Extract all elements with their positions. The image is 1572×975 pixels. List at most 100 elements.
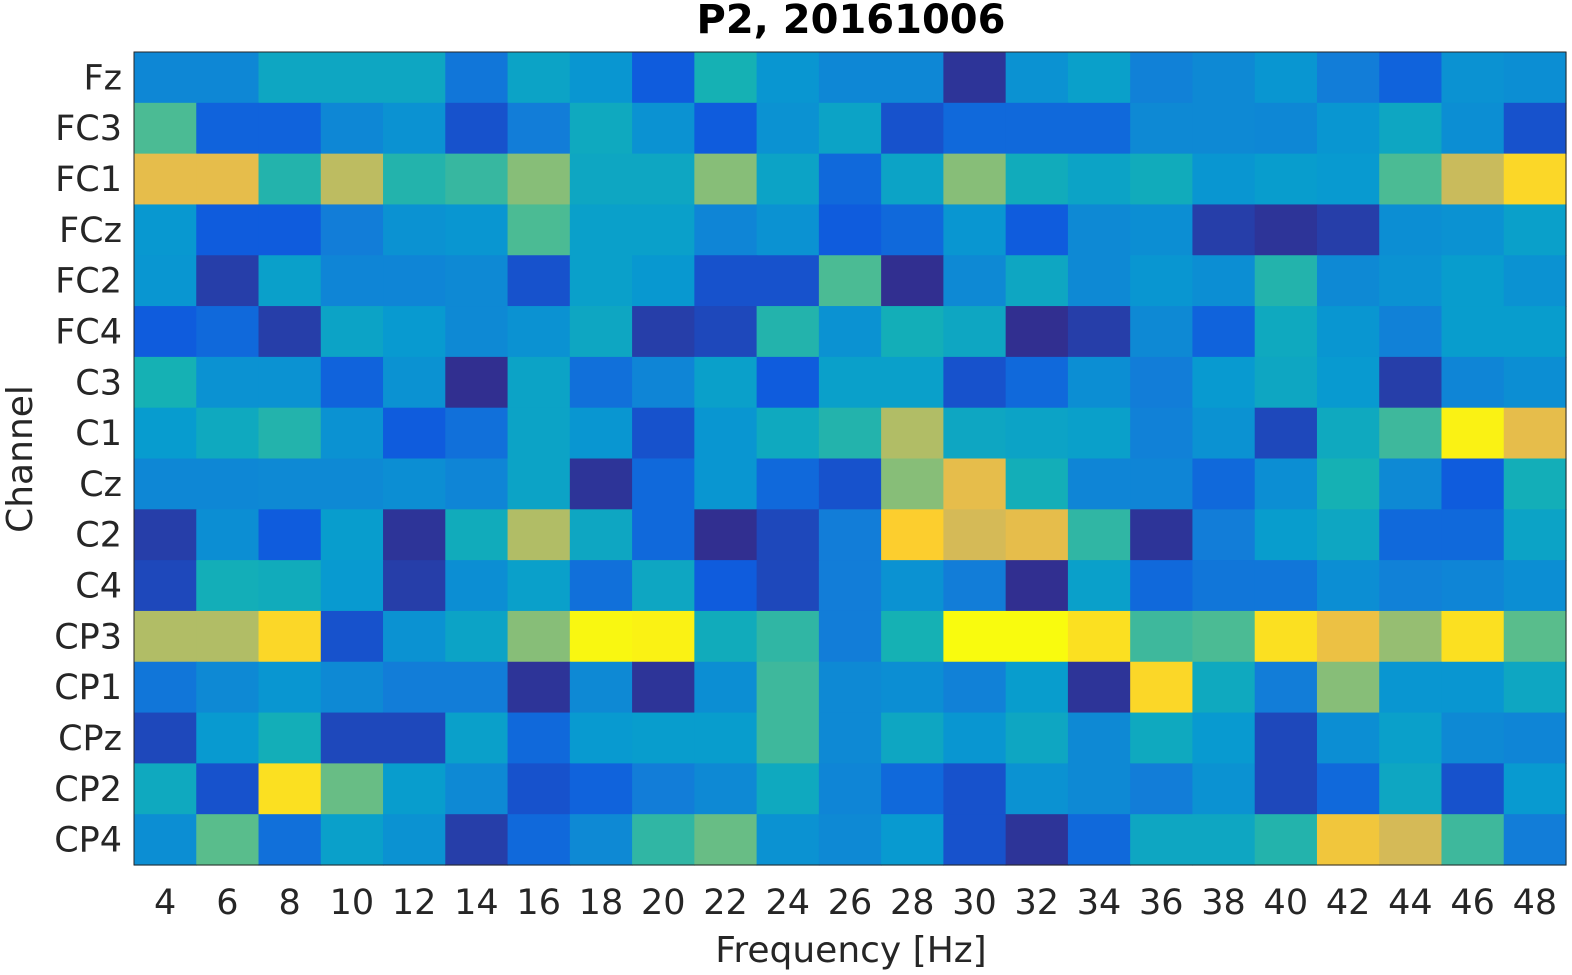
- heatmap-cell-CP1-22: [694, 661, 758, 714]
- x-tick-42: 42: [1326, 883, 1371, 923]
- x-tick-10: 10: [330, 883, 375, 923]
- heatmap-cell-C1-10: [320, 407, 384, 460]
- heatmap-cell-CP3-22: [694, 610, 758, 663]
- heatmap-cell-CP1-6: [196, 661, 260, 714]
- heatmap-cell-FC3-48: [1503, 102, 1567, 155]
- heatmap-cell-CP2-10: [320, 763, 384, 815]
- heatmap-cell-CP1-24: [756, 661, 820, 714]
- heatmap-cell-CP4-40: [1254, 814, 1318, 866]
- heatmap-cell-C2-40: [1254, 509, 1318, 561]
- heatmap-cell-C4-36: [1130, 560, 1194, 612]
- heatmap-cell-FC4-14: [445, 306, 509, 358]
- heatmap-cell-CP3-30: [943, 610, 1007, 663]
- heatmap-cell-CP3-20: [632, 610, 695, 663]
- heatmap-cell-C3-20: [632, 356, 695, 409]
- heatmap-cell-FC4-10: [320, 306, 384, 358]
- y-tick-C4: C4: [75, 567, 122, 607]
- heatmap-cell-FC1-8: [258, 153, 322, 206]
- heatmap-cell-C1-8: [258, 407, 322, 460]
- y-tick-CP3: CP3: [54, 617, 122, 657]
- heatmap-cell-FC1-44: [1379, 153, 1443, 206]
- heatmap-cell-Cz-46: [1441, 458, 1505, 510]
- heatmap-cell-FC1-34: [1067, 153, 1131, 206]
- heatmap-cell-CPz-34: [1067, 712, 1131, 764]
- heatmap-cell-FC4-34: [1067, 306, 1131, 358]
- heatmap-cell-CP1-36: [1130, 661, 1194, 714]
- heatmap-cell-Cz-16: [507, 458, 571, 510]
- heatmap-cell-FC1-10: [320, 153, 384, 206]
- heatmap-cell-FC3-44: [1379, 102, 1443, 155]
- heatmap-cell-CP4-30: [943, 814, 1007, 866]
- heatmap-cell-C2-4: [134, 509, 197, 561]
- heatmap-cell-Cz-42: [1316, 458, 1380, 510]
- heatmap-cell-FC4-48: [1503, 306, 1567, 358]
- x-tick-6: 6: [216, 883, 238, 923]
- heatmap-cell-CP3-16: [507, 610, 571, 663]
- heatmap-cell-C3-46: [1441, 356, 1505, 409]
- heatmap-cell-FCz-4: [134, 204, 197, 256]
- heatmap-cell-C3-48: [1503, 356, 1567, 409]
- y-tick-FC4: FC4: [55, 312, 122, 352]
- heatmap-cell-FC1-24: [756, 153, 820, 206]
- heatmap-cell-Fz-24: [756, 52, 820, 104]
- heatmap-cell-FC4-16: [507, 306, 571, 358]
- heatmap-cell-Fz-38: [1192, 52, 1256, 104]
- heatmap-cell-C3-22: [694, 356, 758, 409]
- heatmap-cell-CP2-40: [1254, 763, 1318, 815]
- heatmap-cell-CP4-28: [881, 814, 944, 866]
- heatmap-cell-CP2-20: [632, 763, 695, 815]
- heatmap-cell-C2-34: [1067, 509, 1131, 561]
- heatmap-cell-FCz-8: [258, 204, 322, 256]
- heatmap-cell-FC4-46: [1441, 306, 1505, 358]
- heatmap-cell-C2-18: [569, 509, 633, 561]
- heatmap-cell-FCz-22: [694, 204, 758, 256]
- heatmap-cell-Fz-6: [196, 52, 260, 104]
- heatmap-cell-C3-18: [569, 356, 633, 409]
- heatmap-cell-C1-28: [881, 407, 944, 460]
- heatmap-cell-CPz-14: [445, 712, 509, 764]
- heatmap-cell-FC1-40: [1254, 153, 1318, 206]
- heatmap-cell-Cz-22: [694, 458, 758, 510]
- heatmap-cell-C4-30: [943, 560, 1007, 612]
- heatmap-cell-C4-24: [756, 560, 820, 612]
- heatmap-cell-C3-36: [1130, 356, 1194, 409]
- heatmap-cell-FC4-18: [569, 306, 633, 358]
- y-tick-C3: C3: [75, 363, 122, 403]
- heatmap-cell-FC3-12: [383, 102, 446, 155]
- y-tick-Cz: Cz: [79, 465, 122, 505]
- y-tick-CPz: CPz: [58, 719, 122, 759]
- heatmap-cell-CP4-38: [1192, 814, 1256, 866]
- heatmap-cell-CP4-6: [196, 814, 260, 866]
- heatmap-cell-FC3-26: [818, 102, 882, 155]
- x-tick-38: 38: [1201, 883, 1246, 923]
- heatmap-cell-CP3-46: [1441, 610, 1505, 663]
- heatmap-cell-C3-24: [756, 356, 820, 409]
- heatmap-cell-FC3-32: [1005, 102, 1069, 155]
- heatmap-cell-C3-12: [383, 356, 446, 409]
- x-tick-18: 18: [579, 883, 624, 923]
- heatmap-cell-FC4-26: [818, 306, 882, 358]
- heatmap-cell-C4-14: [445, 560, 509, 612]
- heatmap-cell-Cz-28: [881, 458, 944, 510]
- heatmap-cell-FC1-32: [1005, 153, 1069, 206]
- x-tick-26: 26: [828, 883, 873, 923]
- heatmap-cell-CP1-40: [1254, 661, 1318, 714]
- heatmap-cell-C4-44: [1379, 560, 1443, 612]
- heatmap-cell-CP3-26: [818, 610, 882, 663]
- heatmap-cell-CP4-46: [1441, 814, 1505, 866]
- heatmap-cell-C3-4: [134, 356, 197, 409]
- heatmap-cell-C4-46: [1441, 560, 1505, 612]
- heatmap-cell-FC2-30: [943, 255, 1007, 307]
- heatmap-cell-FC4-24: [756, 306, 820, 358]
- heatmap-cell-CP3-40: [1254, 610, 1318, 663]
- heatmap-cell-Fz-28: [881, 52, 944, 104]
- heatmap-cell-CP2-24: [756, 763, 820, 815]
- x-tick-20: 20: [641, 883, 686, 923]
- heatmap-cell-FC2-38: [1192, 255, 1256, 307]
- heatmap-cell-CP2-44: [1379, 763, 1443, 815]
- heatmap-cell-CPz-22: [694, 712, 758, 764]
- heatmap-cell-C4-16: [507, 560, 571, 612]
- heatmap-cell-FCz-38: [1192, 204, 1256, 256]
- heatmap-cell-CP3-48: [1503, 610, 1567, 663]
- heatmap-cell-Cz-32: [1005, 458, 1069, 510]
